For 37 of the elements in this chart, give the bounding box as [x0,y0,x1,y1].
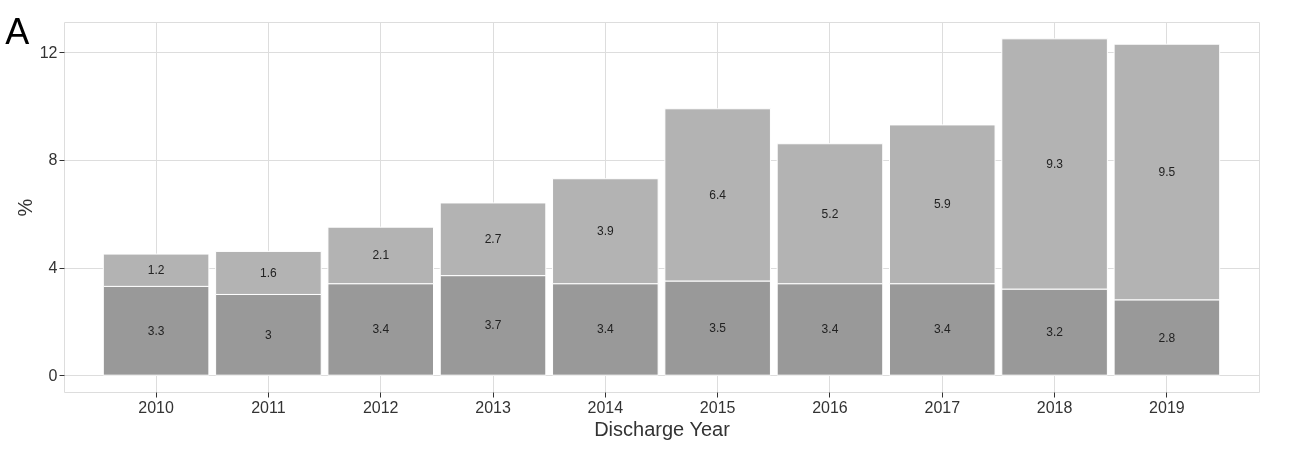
data-label: 1.6 [260,265,278,280]
x-tick-label: 2011 [251,398,286,416]
x-tick-label: 2010 [138,398,174,416]
data-label: 3.4 [597,322,615,337]
x-tick-label: 2018 [1036,398,1073,416]
data-label: 3.5 [709,321,727,336]
data-label: 5.9 [933,197,951,212]
data-label: 5.2 [821,206,839,221]
y-tick-label: 4 [48,259,58,277]
x-tick-label: 2013 [475,398,511,416]
x-tick-label: 2014 [587,398,624,416]
x-tick-label: 2019 [1149,398,1185,416]
x-tick-label: 2012 [362,398,399,416]
y-tick-label: 0 [48,366,58,384]
data-label: 1.2 [147,263,165,278]
data-label: 3.2 [1046,325,1064,340]
x-axis-title: Discharge Year [594,417,731,440]
x-tick-label: 2016 [812,398,848,416]
y-axis-title: % [13,198,36,217]
data-label: 3.4 [821,322,839,337]
data-label: 3.7 [484,318,502,333]
data-label: 2.8 [1158,330,1176,345]
data-label: 3.4 [933,322,951,337]
data-label: 9.5 [1158,165,1176,180]
data-label: 9.3 [1046,156,1064,171]
chart-title: A [5,11,30,52]
data-label: 2.7 [484,232,502,247]
data-label: 3 [265,327,273,342]
data-label: 3.3 [147,323,165,338]
x-tick-label: 2015 [699,398,736,416]
data-label: 6.4 [709,187,727,202]
data-label: 2.1 [372,248,390,263]
y-tick-label: 12 [39,43,58,61]
data-label: 3.9 [597,224,615,239]
x-tick-label: 2017 [924,398,961,416]
y-tick-label: 8 [48,151,58,169]
data-label: 3.4 [372,322,390,337]
